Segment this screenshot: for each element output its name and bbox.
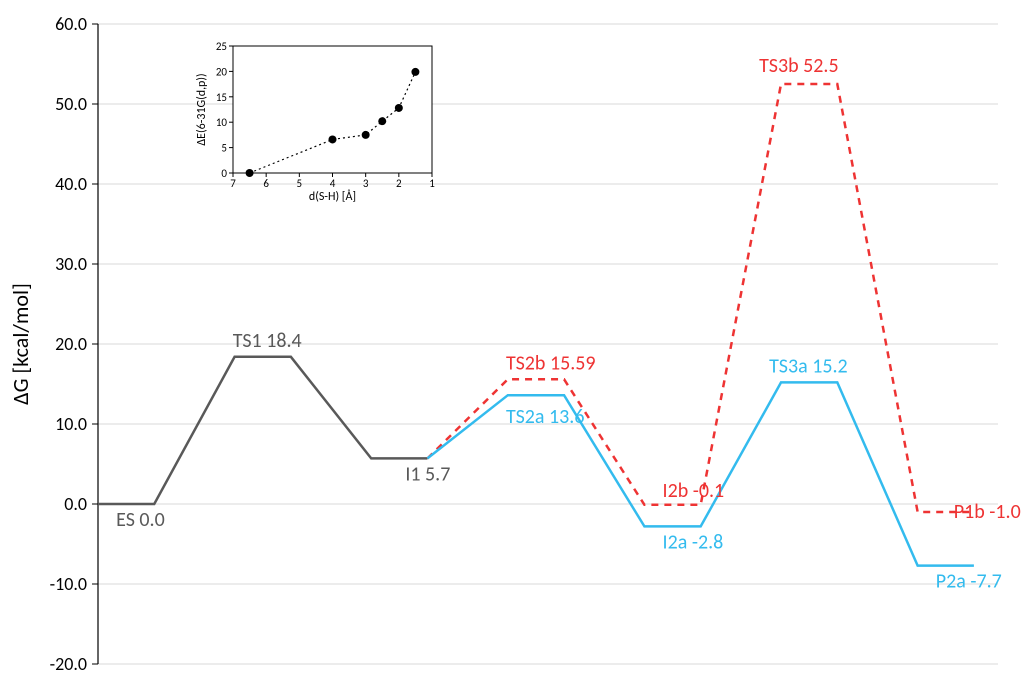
inset-xtick: 4	[330, 177, 336, 190]
ytick-label: 30.0	[55, 253, 87, 275]
ytick-label: 0.0	[64, 493, 87, 515]
energy-profile-chart: -20.0 -10.0 0.0 10.0 20.0 30.0 40.0 50.0 60.0 ΔG …	[0, 0, 1024, 692]
inset-xtick: 6	[263, 177, 269, 190]
inset-xlabel: d(S-H) [Å]	[309, 189, 356, 204]
ytick-label: 10.0	[55, 413, 87, 435]
state-label-ts3b: TS3b 52.5	[759, 54, 838, 78]
inset-xtick: 3	[363, 177, 369, 190]
inset-ytick: 25	[216, 40, 227, 53]
ytick-label: 20.0	[55, 333, 87, 355]
ytick-label: 60.0	[55, 13, 87, 35]
y-axis-label: ΔG [kcal/mol]	[7, 283, 34, 405]
state-label-i2b: I2b -0.1	[663, 479, 725, 503]
inset-ytick: 15	[216, 91, 227, 104]
ytick-label: 40.0	[55, 173, 87, 195]
inset-xtick: 7	[230, 177, 236, 190]
inset-ytick: 0	[221, 167, 227, 180]
ytick-label: -10.0	[50, 573, 87, 595]
inset-point	[395, 104, 403, 112]
inset-point	[362, 131, 370, 139]
state-label-ts1: TS1 18.4	[233, 329, 302, 353]
inset-ytick: 20	[216, 65, 228, 78]
inset-point	[411, 68, 419, 76]
state-label-es: ES 0.0	[116, 508, 165, 532]
inset-xtick: 2	[396, 177, 402, 190]
state-label-ts3a: TS3a 15.2	[769, 354, 848, 378]
inset-ylabel: ΔE(6-31G(d,p))	[195, 73, 209, 145]
inset-point	[246, 169, 254, 177]
inset-ytick: 10	[216, 116, 228, 129]
state-label-i1: I1 5.7	[405, 462, 450, 486]
inset-ytick: 5	[221, 142, 227, 155]
ytick-label: -20.0	[50, 653, 87, 675]
ytick-label: 50.0	[55, 93, 87, 115]
inset-xtick: 5	[297, 177, 303, 190]
state-label-ts2b: TS2b 15.59	[506, 351, 596, 375]
inset-xtick: 1	[429, 177, 435, 190]
state-label-ts2a: TS2a 13.6	[506, 405, 585, 429]
state-label-p2a: P2a -7.7	[936, 570, 1002, 594]
inset-point	[329, 135, 337, 143]
state-label-i2a: I2a -2.8	[663, 530, 724, 554]
inset-point	[378, 117, 386, 125]
state-label-p1b: P1b -1.0	[954, 500, 1021, 524]
